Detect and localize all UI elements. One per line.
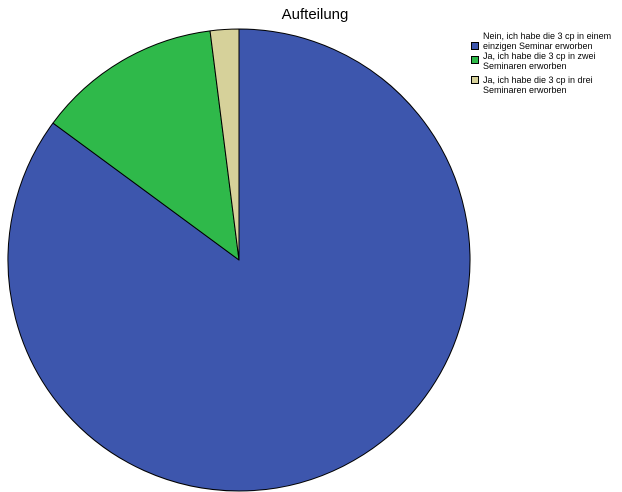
pie-slices — [7, 28, 471, 492]
chart-legend: Nein, ich habe die 3 cp in einem einzige… — [470, 31, 620, 95]
pie-slice-1 — [52, 30, 240, 261]
legend-swatch-1 — [471, 56, 479, 64]
legend-swatch-0 — [471, 42, 479, 50]
pie-slice-2 — [209, 28, 240, 261]
legend-label-2: Ja, ich habe die 3 cp in drei Seminaren … — [483, 75, 593, 95]
legend-item-1: Ja, ich habe die 3 cp in zwei Seminaren … — [470, 51, 620, 71]
legend-label-0: Nein, ich habe die 3 cp in einem einzige… — [483, 31, 612, 51]
legend-swatch-2 — [471, 76, 479, 84]
legend-item-0: Nein, ich habe die 3 cp in einem einzige… — [470, 31, 620, 51]
legend-item-2: Ja, ich habe die 3 cp in drei Seminaren … — [470, 75, 620, 95]
legend-label-1: Ja, ich habe die 3 cp in zwei Seminaren … — [483, 51, 596, 71]
chart-title: Aufteilung — [281, 6, 349, 23]
